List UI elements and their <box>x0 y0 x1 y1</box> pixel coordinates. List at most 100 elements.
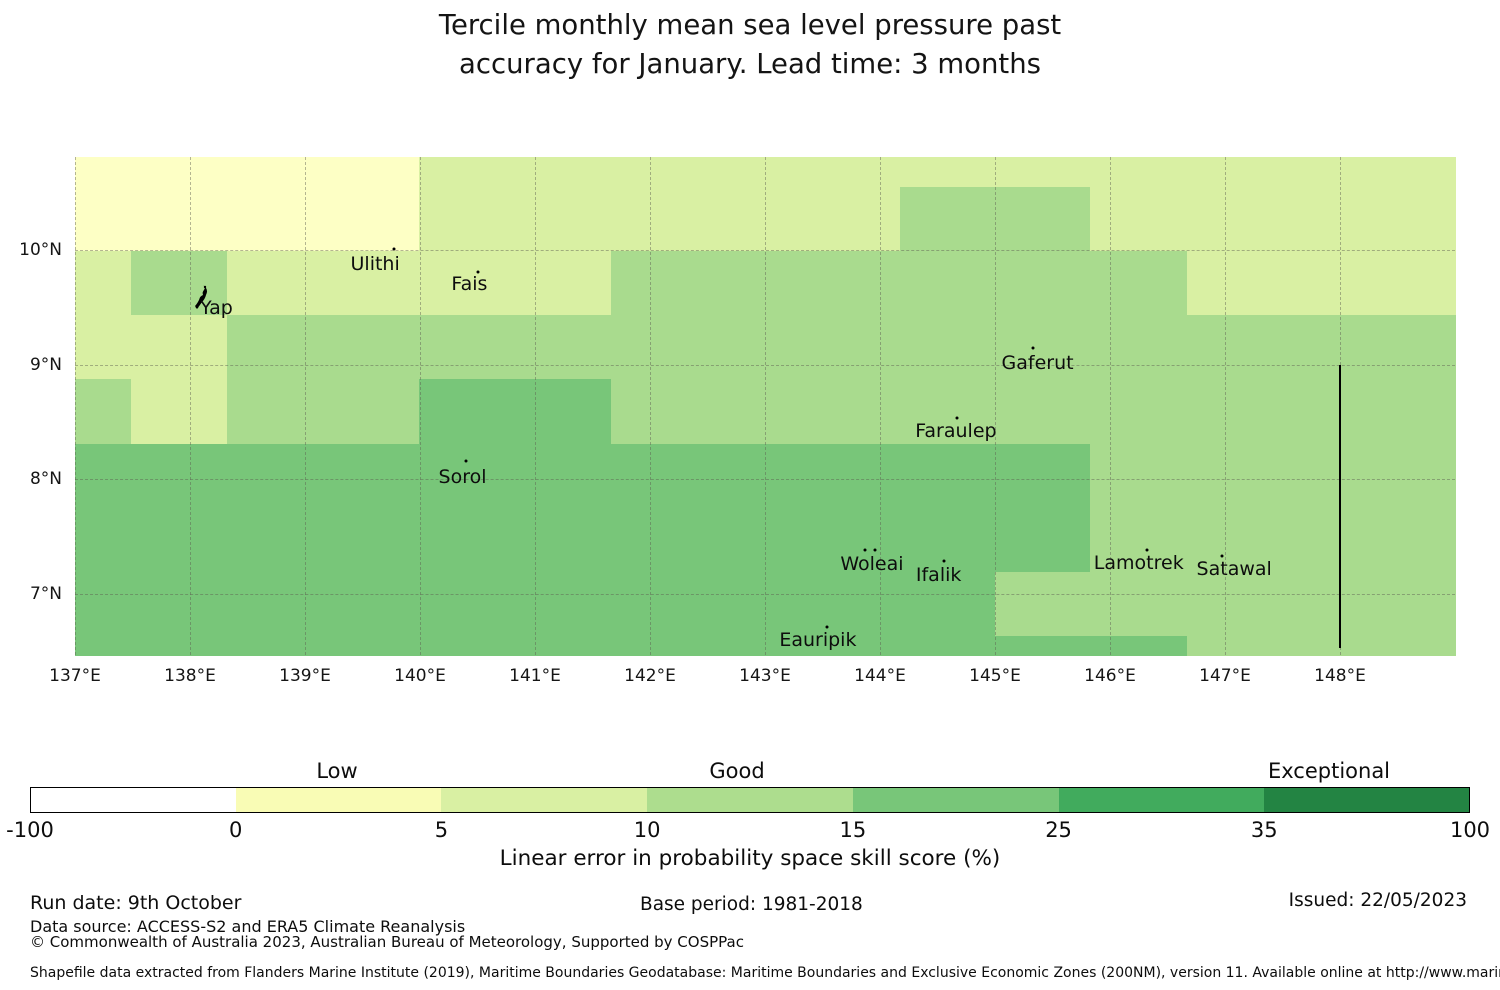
x-tick-label: 140°E <box>394 666 446 686</box>
map-cell <box>515 157 612 188</box>
map-cell <box>899 507 996 573</box>
map-cell <box>1090 379 1188 445</box>
run-date-text: Run date: 9th October <box>30 892 242 914</box>
map-cell <box>1187 379 1284 445</box>
map-cell <box>131 379 228 445</box>
colorbar-category-label: Good <box>709 759 765 783</box>
map-cell <box>1377 251 1456 316</box>
map-cell <box>515 187 612 252</box>
map-cell <box>1377 379 1456 445</box>
map-cell <box>323 187 420 252</box>
colorbar-tick-label: 25 <box>1045 818 1072 842</box>
map-cell <box>418 187 517 252</box>
map-cell <box>418 507 517 573</box>
island-marker-dot <box>873 548 877 552</box>
map-cell <box>995 315 1092 380</box>
map-cell <box>1090 157 1188 188</box>
x-tick-label: 148°E <box>1314 666 1366 686</box>
map-cell <box>1282 443 1379 509</box>
map-cell <box>226 315 324 380</box>
map-cell <box>515 251 612 316</box>
map-gridline-horizontal <box>75 479 1455 480</box>
map-gridline-vertical <box>190 157 191 656</box>
map-cell <box>610 157 709 188</box>
map-cell <box>610 379 709 445</box>
map-cell <box>226 443 324 509</box>
x-tick-label: 145°E <box>969 666 1021 686</box>
x-tick-label: 147°E <box>1199 666 1251 686</box>
map-cell <box>707 315 804 380</box>
colorbar-tick-label: 15 <box>839 818 867 842</box>
map-cell <box>995 157 1092 188</box>
colorbar-segment <box>30 787 237 813</box>
map-cell <box>323 315 420 380</box>
map-cell <box>995 251 1092 316</box>
map-cell <box>323 571 420 637</box>
map-cell <box>1282 315 1379 380</box>
island-label: Lamotrek <box>1093 551 1184 574</box>
map-cell <box>1090 571 1188 637</box>
map-gridline-vertical <box>995 157 996 656</box>
island-marker-dot <box>1145 548 1149 552</box>
map-cell <box>899 379 996 445</box>
map-cell <box>610 187 709 252</box>
map-cell <box>515 635 612 656</box>
map-cell <box>899 187 996 252</box>
map-cell <box>1282 187 1379 252</box>
map-cell <box>1187 635 1284 656</box>
island-marker-dot <box>1220 554 1224 558</box>
map-cell <box>1187 315 1284 380</box>
map-cell <box>323 507 420 573</box>
map-cell <box>899 315 996 380</box>
map-cell <box>515 315 612 380</box>
map-cell <box>1187 251 1284 316</box>
map-cell <box>995 635 1092 656</box>
map-cell <box>1377 507 1456 573</box>
map-cell <box>1282 251 1379 316</box>
map-gridline-horizontal <box>75 250 1455 251</box>
x-tick-label: 141°E <box>509 666 561 686</box>
map-cell <box>131 187 228 252</box>
map-cell <box>707 507 804 573</box>
copyright-text: © Commonwealth of Australia 2023, Austra… <box>30 933 744 951</box>
map-cell <box>1282 379 1379 445</box>
map-cell <box>995 571 1092 637</box>
map-cell <box>75 187 132 252</box>
map-cell <box>899 571 996 637</box>
island-label: Fais <box>451 273 488 296</box>
map-cell <box>802 315 901 380</box>
map-cell <box>1187 571 1284 637</box>
issued-text: Issued: 22/05/2023 <box>1288 890 1467 911</box>
colorbar-category-label: Low <box>316 759 358 783</box>
map-cell <box>323 251 420 316</box>
map-cell <box>802 379 901 445</box>
map-gridline-vertical <box>420 157 421 656</box>
map-cell <box>515 507 612 573</box>
map-cell <box>1377 315 1456 380</box>
map-cell <box>323 379 420 445</box>
island-label: Satawal <box>1196 558 1272 581</box>
colorbar-segment <box>852 787 1060 813</box>
map-cell <box>802 443 901 509</box>
colorbar-tick-label: 35 <box>1250 818 1278 842</box>
colorbar-tick-label: 100 <box>1449 818 1491 842</box>
map-cell <box>1282 157 1379 188</box>
map-cell <box>1377 157 1456 188</box>
map-cell <box>899 157 996 188</box>
map-cell <box>226 507 324 573</box>
map-cell <box>226 571 324 637</box>
map-cell <box>515 443 612 509</box>
colorbar-segment <box>647 787 854 813</box>
map-gridline-vertical <box>650 157 651 656</box>
x-tick-label: 146°E <box>1084 666 1136 686</box>
x-tick-label: 137°E <box>49 666 101 686</box>
colorbar-segment <box>1058 787 1265 813</box>
map-cell <box>899 251 996 316</box>
colorbar-tick-label: 0 <box>229 818 243 842</box>
island-label: Yap <box>200 297 233 320</box>
colorbar-segment <box>441 787 648 813</box>
map-cell <box>418 635 517 656</box>
map-cell <box>707 187 804 252</box>
island-label: Ifalik <box>915 564 962 587</box>
x-tick-label: 142°E <box>624 666 676 686</box>
